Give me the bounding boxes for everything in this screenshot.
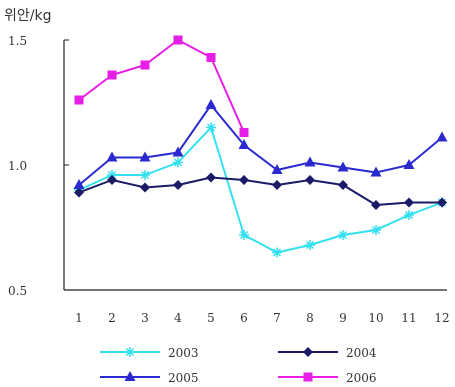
data-point-2006 xyxy=(173,35,183,45)
x-tick-label: 3 xyxy=(141,311,149,325)
data-point-2003 xyxy=(404,210,414,220)
data-point-2006 xyxy=(140,60,150,70)
data-point-2006 xyxy=(107,70,117,80)
data-point-2003 xyxy=(140,170,150,180)
data-point-2004 xyxy=(272,180,282,190)
legend-marker-2006 xyxy=(303,372,313,382)
data-point-2004 xyxy=(338,180,348,190)
x-tick-label: 7 xyxy=(273,311,281,325)
data-point-2005 xyxy=(73,179,85,189)
legend-item-2006: 2006 xyxy=(278,371,377,385)
x-tick-label: 11 xyxy=(401,311,416,325)
data-point-2004 xyxy=(140,182,150,193)
legend-marker-2003 xyxy=(125,347,135,357)
data-point-2003 xyxy=(239,230,249,240)
data-point-2005 xyxy=(172,146,184,157)
x-tick-label: 12 xyxy=(434,311,449,325)
data-point-2003 xyxy=(173,157,183,168)
data-point-2006 xyxy=(239,128,249,137)
x-tick-label: 10 xyxy=(368,311,383,325)
data-point-2004 xyxy=(404,197,414,208)
legend-label: 2003 xyxy=(168,346,199,360)
data-point-2005 xyxy=(304,156,316,167)
legend-item-2004: 2004 xyxy=(278,346,377,360)
y-tick-label: 0.5 xyxy=(8,284,27,298)
data-point-2003 xyxy=(371,225,381,235)
x-tick-label: 5 xyxy=(207,311,215,325)
legend-label: 2004 xyxy=(346,346,377,360)
data-point-2003 xyxy=(305,240,315,250)
data-point-2004 xyxy=(305,175,315,185)
y-tick-label: 1.0 xyxy=(8,159,27,173)
legend-marker-2005 xyxy=(124,371,136,381)
data-point-2004 xyxy=(206,172,216,183)
x-ticks: 1 2 3 4 5 6 7 8 9 10 11 12 xyxy=(75,311,449,325)
data-point-2003 xyxy=(338,230,348,240)
legend-label: 2006 xyxy=(346,371,377,385)
data-point-2005 xyxy=(337,161,349,172)
y-tick-label: 1.5 xyxy=(8,34,27,48)
data-point-2004 xyxy=(173,180,183,190)
y-ticks: 0.5 1.0 1.5 xyxy=(8,34,69,298)
x-tick-label: 1 xyxy=(75,311,83,325)
data-point-2005 xyxy=(271,164,283,174)
data-point-2005 xyxy=(205,99,217,109)
x-tick-label: 2 xyxy=(108,311,116,325)
series-line-2005 xyxy=(78,104,443,186)
data-point-2005 xyxy=(370,166,382,177)
y-axis-label: 위안/kg xyxy=(4,8,51,24)
x-tick-label: 8 xyxy=(306,311,314,325)
legend-item-2005: 2005 xyxy=(100,371,199,385)
data-point-2005 xyxy=(403,159,415,169)
legend-item-2003: 2003 xyxy=(100,346,199,360)
legend-label: 2005 xyxy=(168,371,199,385)
x-tick-label: 9 xyxy=(339,311,347,325)
data-point-2005 xyxy=(139,151,151,162)
x-tick-label: 6 xyxy=(240,311,248,325)
data-point-2004 xyxy=(74,187,84,198)
series-2004 xyxy=(74,172,447,210)
legend: 2003 2004 2005 2006 xyxy=(100,346,377,385)
series-2005 xyxy=(73,99,448,189)
data-point-2005 xyxy=(238,139,250,149)
data-point-2003 xyxy=(272,247,282,258)
series-line-2006 xyxy=(78,39,245,133)
data-point-2006 xyxy=(74,95,84,105)
data-point-2006 xyxy=(206,53,216,62)
data-point-2004 xyxy=(371,200,381,210)
series-2003 xyxy=(74,122,447,258)
data-point-2005 xyxy=(106,151,118,162)
series-line-2004 xyxy=(78,176,442,206)
data-point-2003 xyxy=(206,122,216,133)
data-point-2005 xyxy=(436,131,448,142)
series-lines xyxy=(73,35,448,258)
data-point-2004 xyxy=(239,175,249,185)
series-2006 xyxy=(74,35,249,137)
data-point-2004 xyxy=(437,197,447,208)
series-line-2003 xyxy=(78,126,443,254)
data-point-2004 xyxy=(107,175,117,185)
legend-marker-2004 xyxy=(303,347,313,357)
x-tick-label: 4 xyxy=(174,311,182,325)
